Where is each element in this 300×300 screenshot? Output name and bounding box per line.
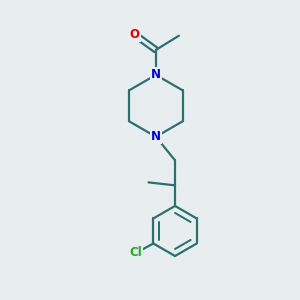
Text: N: N — [151, 68, 161, 81]
Text: Cl: Cl — [129, 246, 142, 260]
Text: N: N — [151, 130, 161, 143]
Text: O: O — [130, 28, 140, 41]
